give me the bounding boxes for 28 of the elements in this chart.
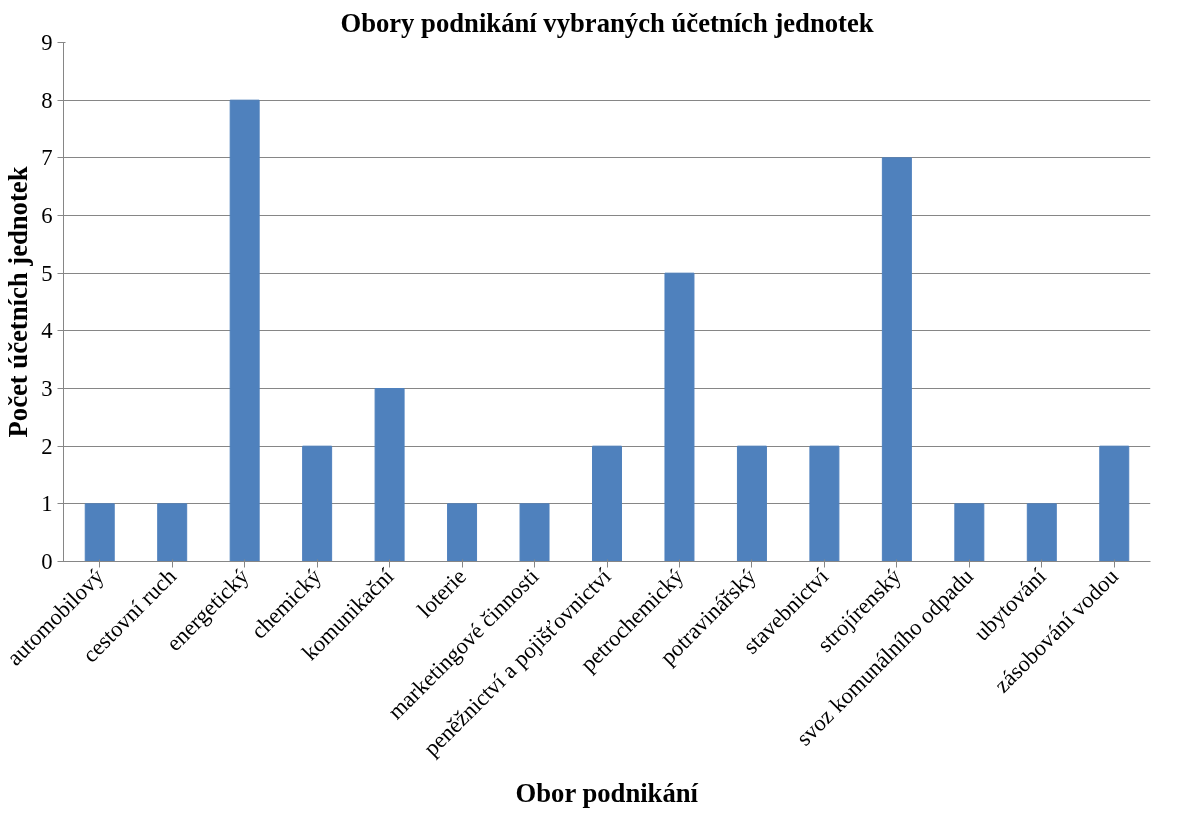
y-tick-label: 7	[41, 145, 53, 171]
bar	[157, 503, 188, 562]
bar	[881, 157, 912, 562]
bar	[302, 445, 333, 562]
y-tick-label: 2	[41, 433, 53, 459]
bar	[664, 272, 695, 562]
bar	[229, 99, 260, 562]
y-tick-label: 5	[41, 260, 53, 286]
bar	[736, 445, 767, 562]
y-axis-title: Počet účetních jednotek	[3, 166, 34, 438]
bar	[1099, 445, 1130, 562]
y-tick-label: 8	[41, 87, 53, 113]
y-tick-label: 3	[41, 376, 53, 401]
bar	[809, 445, 840, 562]
y-tick-label: 9	[41, 30, 53, 55]
bar	[374, 388, 405, 562]
bar	[1026, 503, 1057, 562]
bar	[954, 503, 985, 562]
bar	[84, 503, 115, 562]
bar	[592, 445, 622, 562]
bar	[447, 503, 478, 562]
y-tick-label: 1	[41, 491, 53, 517]
y-tick-label: 4	[41, 318, 53, 344]
y-tick-label: 0	[41, 549, 53, 574]
y-tick-label: 6	[41, 203, 53, 228]
chart-title: Obory podnikání vybraných účetních jednotek	[340, 7, 874, 38]
x-axis-title: Obor podnikání	[515, 777, 699, 808]
bar	[519, 503, 550, 562]
